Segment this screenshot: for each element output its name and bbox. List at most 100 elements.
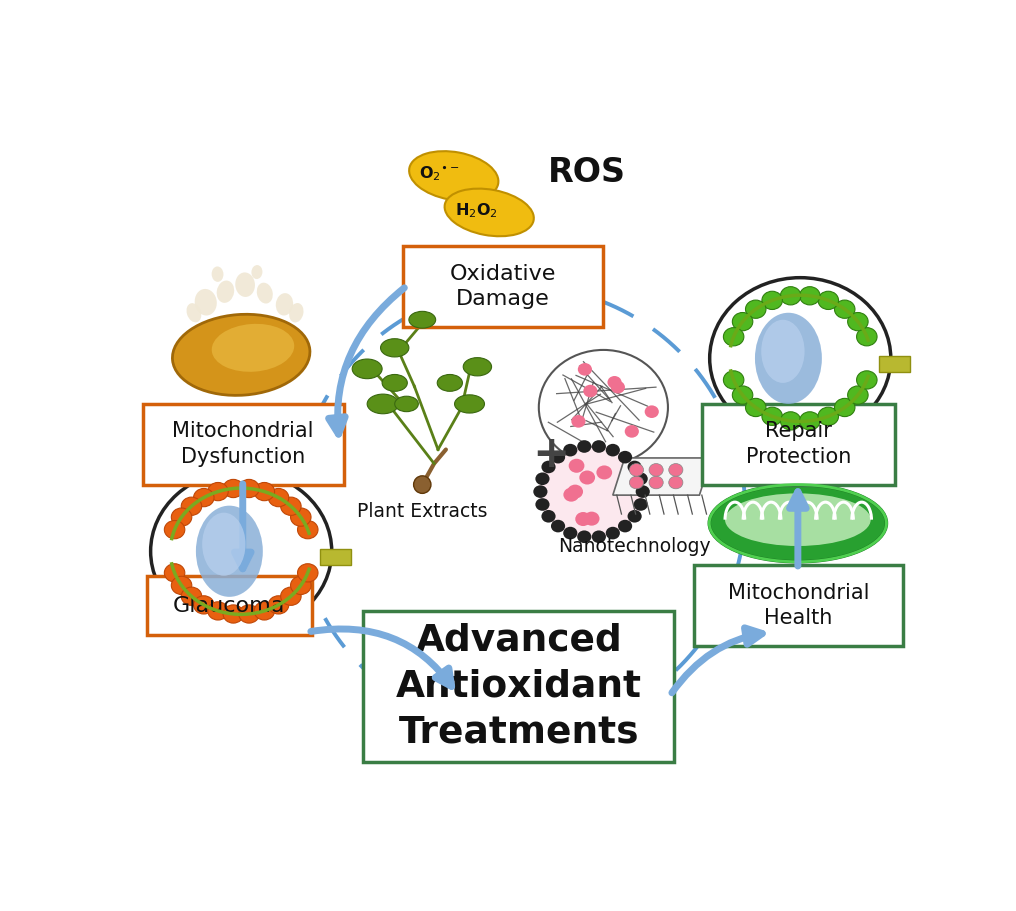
Ellipse shape [761,320,805,383]
Circle shape [780,412,801,430]
Circle shape [298,520,318,538]
Circle shape [181,497,202,516]
Circle shape [298,564,318,582]
Circle shape [551,451,565,464]
Text: Repair
Protection: Repair Protection [746,422,851,467]
Text: Mitochondrial
Dysfunction: Mitochondrial Dysfunction [173,422,314,467]
Ellipse shape [173,314,310,395]
Circle shape [280,587,301,605]
Ellipse shape [437,374,462,392]
Circle shape [224,605,244,623]
Circle shape [645,405,658,418]
Circle shape [181,587,202,605]
Circle shape [625,425,639,437]
Circle shape [254,483,274,501]
Ellipse shape [454,394,485,413]
Circle shape [800,412,820,430]
Text: Oxidative
Damage: Oxidative Damage [450,263,556,309]
Circle shape [800,287,820,305]
Circle shape [834,300,854,318]
FancyBboxPatch shape [694,565,902,646]
Circle shape [762,292,782,310]
Circle shape [818,292,838,310]
Circle shape [669,476,683,489]
Ellipse shape [187,303,201,322]
Text: Advanced
Antioxidant
Treatments: Advanced Antioxidant Treatments [395,622,642,750]
Circle shape [578,363,592,375]
Ellipse shape [367,394,398,414]
Ellipse shape [257,282,273,303]
Circle shape [834,398,854,416]
Circle shape [563,527,577,539]
Circle shape [634,498,648,511]
Circle shape [628,510,642,523]
Circle shape [577,440,591,453]
Circle shape [563,444,577,456]
Circle shape [254,602,274,620]
Ellipse shape [755,312,822,404]
Ellipse shape [211,266,224,281]
Circle shape [746,398,766,416]
Circle shape [746,300,766,318]
Ellipse shape [216,281,234,302]
Circle shape [780,287,801,305]
FancyBboxPatch shape [702,404,895,485]
Circle shape [542,461,556,474]
Text: +: + [532,433,569,476]
Circle shape [723,328,744,346]
Text: Mitochondrial
Health: Mitochondrial Health [727,583,869,629]
Circle shape [634,473,648,485]
Circle shape [709,278,891,439]
Text: Plant Extracts: Plant Extracts [357,502,488,521]
Ellipse shape [211,323,295,372]
Ellipse shape [463,358,492,376]
Ellipse shape [195,289,216,315]
Ellipse shape [394,396,419,412]
Ellipse shape [414,476,431,494]
Circle shape [194,488,214,507]
Ellipse shape [353,359,382,379]
Circle shape [669,464,683,476]
Circle shape [584,512,599,526]
Circle shape [608,376,622,389]
Circle shape [207,483,229,501]
FancyArrow shape [879,356,910,372]
Circle shape [723,371,744,389]
Circle shape [291,577,311,595]
Text: Nanotechnology: Nanotechnology [559,537,711,557]
Circle shape [856,371,877,389]
Circle shape [575,512,591,526]
Ellipse shape [202,513,246,576]
Circle shape [571,415,585,427]
Circle shape [172,577,192,595]
Ellipse shape [445,189,533,236]
Circle shape [733,312,753,331]
Circle shape [762,407,782,425]
Circle shape [733,386,753,404]
Circle shape [636,486,650,498]
Circle shape [538,350,668,465]
Circle shape [268,488,289,507]
Circle shape [165,520,185,538]
Circle shape [577,530,591,543]
Ellipse shape [409,151,499,200]
Circle shape [611,381,625,394]
Circle shape [629,464,643,476]
Text: Glaucoma: Glaucoma [173,596,285,616]
Ellipse shape [408,312,436,328]
Ellipse shape [251,265,262,279]
Circle shape [591,530,606,543]
Circle shape [535,473,550,485]
Polygon shape [613,458,711,496]
Circle shape [291,508,311,527]
Circle shape [280,497,301,516]
Circle shape [239,605,259,623]
Circle shape [618,520,632,532]
Circle shape [239,479,259,497]
Circle shape [538,445,644,538]
Circle shape [567,485,583,498]
Ellipse shape [196,506,263,597]
Circle shape [606,444,620,456]
Circle shape [165,564,185,582]
FancyBboxPatch shape [146,576,312,636]
